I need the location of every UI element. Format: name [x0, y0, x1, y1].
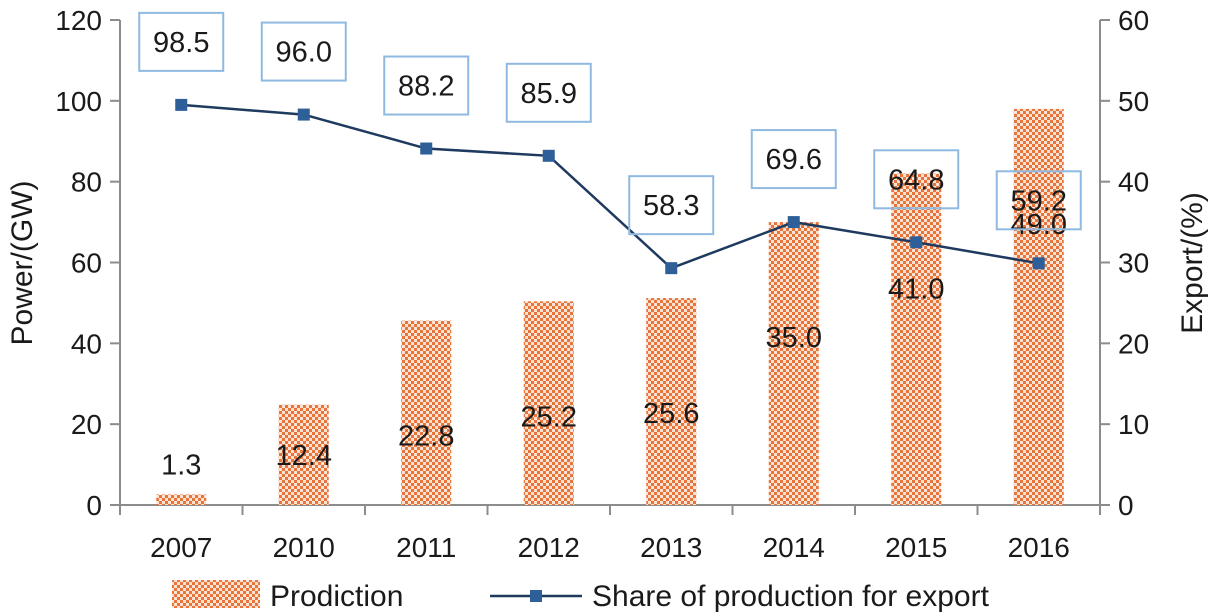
- callout-box: [138, 11, 225, 72]
- export-share-label: 64.8: [888, 164, 944, 196]
- export-share-label: 88.2: [398, 71, 454, 103]
- legend-label-export: Share of production for export: [592, 580, 990, 613]
- y2-tick-label: 50: [1118, 86, 1149, 117]
- legend-label-production: Prodiction: [270, 580, 403, 613]
- bar: [156, 494, 207, 505]
- export-share-marker: [910, 236, 923, 249]
- export-share-marker: [420, 142, 433, 155]
- export-share-label: 96.0: [276, 37, 332, 69]
- legend-swatch-export-marker: [530, 590, 542, 602]
- y2-tick-label: 10: [1118, 409, 1149, 440]
- y-tick-label: 100: [55, 86, 102, 117]
- export-share-label: 59.2: [1011, 185, 1067, 217]
- export-share-label: 69.6: [766, 144, 822, 176]
- y-axis-title: Power/(GW): [6, 181, 39, 346]
- y2-axis-title: Export/(%): [1176, 192, 1209, 334]
- export-share-marker: [665, 262, 678, 275]
- bar: [278, 404, 329, 505]
- bar: [768, 222, 819, 506]
- bar-series: [156, 108, 1064, 506]
- data-labels: 1.3 12.4 22.8 25.2 25.6 35.0 41.0 49.0 98.5 96.0 8…: [138, 11, 1082, 481]
- bar-value-label: 1.3: [161, 449, 201, 481]
- export-share-label: 98.5: [153, 27, 209, 59]
- x-tick-label: 2016: [1008, 532, 1070, 563]
- x-tick-label: 2007: [150, 532, 212, 563]
- callout-box: [628, 175, 715, 236]
- callout-box: [383, 55, 470, 116]
- bar-value-label: 35.0: [766, 322, 822, 354]
- bar: [891, 173, 942, 506]
- line-series: [175, 98, 1045, 275]
- y2-tick-label: 30: [1118, 248, 1149, 279]
- bar: [646, 298, 697, 505]
- bar-value-label: 41.0: [888, 274, 944, 306]
- export-share-marker: [1032, 257, 1045, 270]
- callout-box: [260, 21, 347, 82]
- y2-tick-label: 20: [1118, 328, 1149, 359]
- export-share-marker: [542, 149, 555, 162]
- callout-box: [995, 170, 1082, 231]
- x-tick-label: 2013: [640, 532, 702, 563]
- callout-box: [750, 129, 837, 190]
- y2-tick-label: 0: [1118, 490, 1134, 521]
- legend: Prodiction Share of production for expor…: [172, 580, 990, 613]
- export-share-label: 58.3: [643, 190, 699, 222]
- bar: [523, 301, 574, 505]
- bar: [401, 320, 452, 505]
- bar-value-label: 49.0: [1011, 209, 1067, 241]
- bar-value-label: 22.8: [398, 421, 454, 453]
- y-tick-label: 60: [71, 248, 102, 279]
- y2-tick-label: 40: [1118, 167, 1149, 198]
- export-share-label: 85.9: [521, 78, 577, 110]
- y-tick-label: 0: [86, 490, 102, 521]
- x-tick-label: 2012: [518, 532, 580, 563]
- y2-tick-label: 60: [1118, 5, 1149, 36]
- x-tick-label: 2011: [396, 532, 456, 563]
- callout-box: [873, 149, 960, 210]
- axes: 0 20 40 60 80 100 120 0 10 20 30 40 50 60 2007 2010 2011…: [55, 5, 1149, 563]
- export-share-marker: [787, 216, 800, 229]
- export-share-marker: [175, 98, 188, 111]
- x-tick-label: 2010: [273, 532, 335, 563]
- bar-value-label: 12.4: [276, 440, 332, 472]
- bar-value-label: 25.2: [521, 401, 577, 433]
- export-share-marker: [297, 108, 310, 121]
- y-tick-label: 120: [55, 5, 102, 36]
- x-tick-label: 2014: [763, 532, 825, 563]
- legend-swatch-production: [172, 580, 260, 608]
- export-share-line: [181, 103, 1039, 270]
- y-tick-label: 80: [71, 167, 102, 198]
- y-tick-label: 20: [71, 409, 102, 440]
- callout-box: [505, 62, 592, 123]
- bar-value-label: 25.6: [643, 398, 699, 430]
- x-tick-label: 2015: [885, 532, 947, 563]
- y-tick-label: 40: [71, 328, 102, 359]
- bar: [1013, 108, 1064, 506]
